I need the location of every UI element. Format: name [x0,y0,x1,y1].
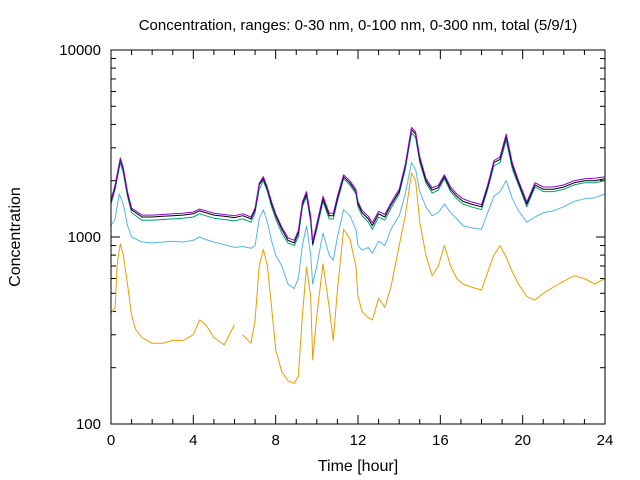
series-lines [110,127,606,384]
x-tick-label: 20 [514,432,531,449]
plot-frame [110,49,606,425]
x-tick-label: 8 [271,432,279,449]
x-tick-label: 0 [107,432,115,449]
x-tick-label: 12 [350,432,367,449]
series-line-1 [110,172,606,384]
y-tick-label: 100 [76,416,101,433]
x-tick-label: 24 [597,432,614,449]
chart-title: Concentration, ranges: 0-30 nm, 0-100 nm… [139,17,578,34]
x-axis-label: Time [hour] [318,458,398,475]
x-tick-label: 4 [189,432,197,449]
series-line-2 [110,162,606,290]
series-line-5 [110,127,606,242]
series-line-3 [110,132,606,247]
y-tick-label: 10000 [59,42,101,59]
y-tick-label: 1000 [68,229,101,246]
axis-tick-labels: 0 4 8 12 16 20 24 100 1000 10000 [59,42,613,449]
axis-ticks [110,50,606,425]
x-tick-label: 16 [432,432,449,449]
series-line-4 [110,129,606,245]
y-axis-label: Concentration [7,187,24,287]
